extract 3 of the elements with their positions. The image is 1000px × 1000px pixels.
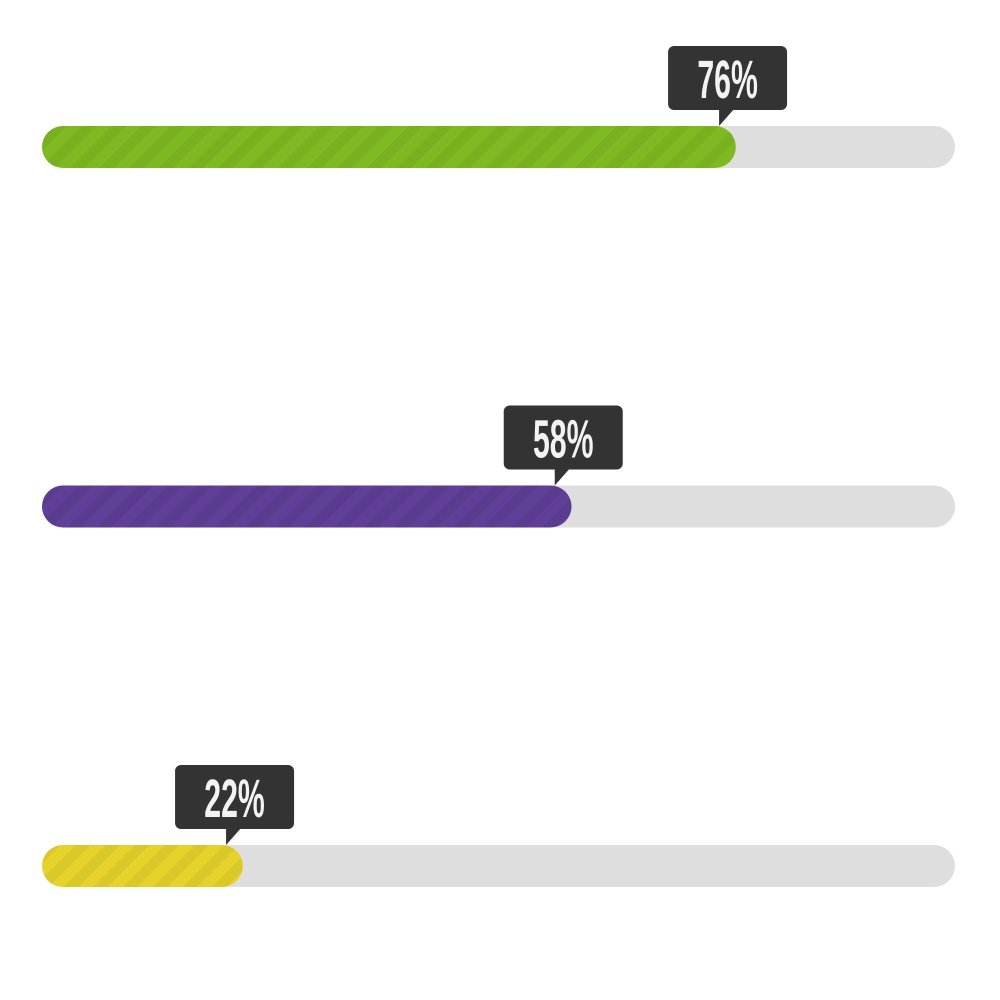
data-label: 76% — [697, 50, 758, 110]
data-label: 58% — [532, 409, 594, 470]
data-label: 22% — [204, 768, 265, 830]
